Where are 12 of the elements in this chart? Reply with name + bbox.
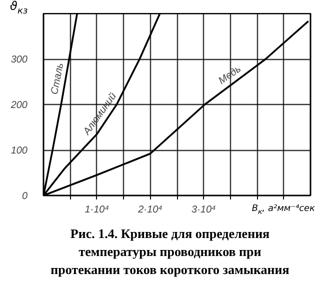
x-tick-label: 1·10⁴ <box>84 204 110 216</box>
x-axis-title: B$_{к}$, а²мм⁻⁴сек <box>252 203 315 218</box>
y-tick-label: 0 <box>22 191 28 202</box>
text: Рис. 1.4. Кривые для определения температуры проводников при протекании токов короткого замыкания <box>50 225 290 279</box>
y-tick-label: 100 <box>10 146 28 156</box>
y-axis-title: ϑ$_{кз}$ <box>10 0 28 18</box>
x-tick-label: 3·10⁴ <box>192 204 216 216</box>
text: Медь <box>216 64 244 87</box>
y-tick-label: 200 <box>10 100 28 111</box>
x-tick-label: 2·10⁴ <box>137 204 162 216</box>
text: Сталь <box>49 62 66 96</box>
y-tick-label: 300 <box>10 54 28 66</box>
